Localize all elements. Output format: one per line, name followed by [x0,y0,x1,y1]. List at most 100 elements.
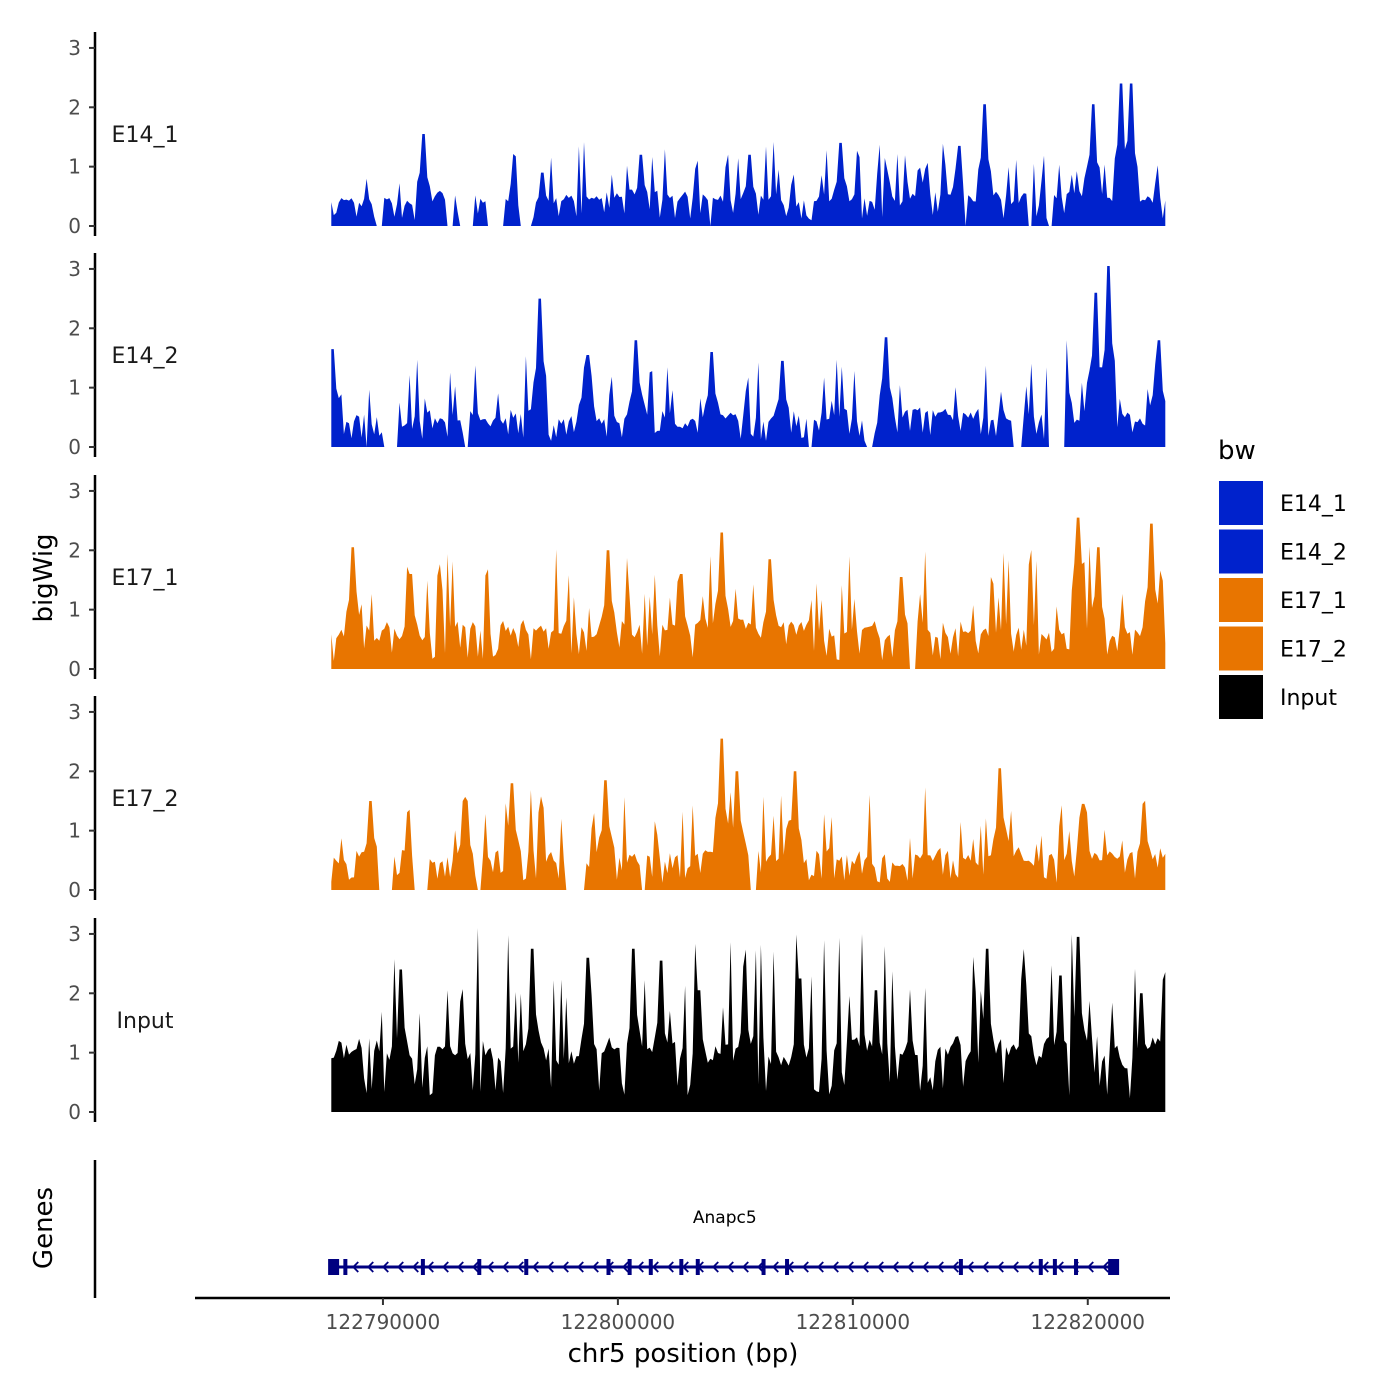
track-E17_1: 0 1 2 3 E17_1 [68,475,1166,681]
track-label: E17_1 [112,566,179,591]
x-tick-label: 122790000 [326,1310,441,1334]
x-axis-title: chr5 position (bp) [568,1339,799,1369]
strand-arrow [996,1261,1004,1273]
y-tick-label: 3 [68,700,81,724]
y-tick-label: 2 [68,316,81,340]
legend: bw E14_1 E14_2 E17_1 E17_2 Input [1218,436,1347,719]
strand-arrow [936,1261,944,1273]
x-axis: 122790000 122800000 122810000 122820000 [195,1296,1170,1334]
y-tick-label: 2 [68,95,81,119]
legend-swatch-Input [1219,675,1263,719]
strand-arrow [471,1261,479,1273]
y-tick-label: 3 [68,257,81,281]
exon [606,1259,611,1275]
strand-arrow [366,1261,374,1273]
y-tick-label: 0 [68,657,81,681]
strand-arrow [771,1261,779,1273]
y-tick-label: 1 [68,1041,81,1065]
gene-name-label: Anapc5 [693,1208,757,1228]
exon [695,1259,700,1275]
y-tick-label: 1 [68,376,81,400]
y-tick-label: 3 [68,922,81,946]
exon [785,1259,790,1275]
legend-label-Input: Input [1280,686,1337,711]
strand-arrow [741,1261,749,1273]
y-tick-label: 1 [68,819,81,843]
legend-label-E14_1: E14_1 [1280,492,1347,517]
signal-area-Input [331,928,1166,1112]
strand-arrow [876,1261,884,1273]
legend-title: bw [1218,436,1256,466]
exon [1052,1259,1057,1275]
strand-arrow [831,1261,839,1273]
y-tick-label: 0 [68,1100,81,1124]
exon [679,1259,684,1275]
strand-arrow [501,1261,509,1273]
strand-arrow [846,1261,854,1273]
exon [524,1259,529,1275]
legend-swatch-E17_1 [1219,578,1263,622]
legend-label-E17_1: E17_1 [1280,589,1347,614]
y-tick-label: 1 [68,155,81,179]
strand-arrow [396,1261,404,1273]
strand-arrow [711,1261,719,1273]
track-label: Input [117,1009,174,1034]
gene-track: Anapc5 [93,1160,1120,1298]
strand-arrow [486,1261,494,1273]
strand-arrow [1101,1261,1109,1273]
strand-arrow [981,1261,989,1273]
track-label: E14_1 [112,123,179,148]
gene-Anapc5: Anapc5 [328,1208,1120,1275]
exon [761,1259,766,1275]
strand-arrow [1026,1261,1034,1273]
strand-arrow [456,1261,464,1273]
strand-arrow [891,1261,899,1273]
y-tick-label: 2 [68,538,81,562]
exon [1038,1259,1043,1275]
strand-arrow [921,1261,929,1273]
strand-arrow [1056,1261,1064,1273]
exon [328,1259,340,1275]
strand-arrow [411,1261,419,1273]
strand-arrow [426,1261,434,1273]
strand-arrow [591,1261,599,1273]
y-tick-label: 3 [68,36,81,60]
exon [627,1259,632,1275]
strand-arrow [561,1261,569,1273]
strand-arrow [651,1261,659,1273]
track-E17_2: 0 1 2 3 E17_2 [68,696,1166,902]
legend-label-E17_2: E17_2 [1280,638,1347,663]
strand-arrow [546,1261,554,1273]
strand-arrow [351,1261,359,1273]
signal-area-E17_2 [331,738,1166,890]
x-tick-label: 122810000 [796,1310,911,1334]
y-tick-label: 2 [68,981,81,1005]
strand-arrow [726,1261,734,1273]
strand-arrow [1011,1261,1019,1273]
strand-arrow [636,1261,644,1273]
strand-arrow [906,1261,914,1273]
strand-arrow [816,1261,824,1273]
exon [1108,1259,1120,1275]
strand-arrow [531,1261,539,1273]
exon [958,1259,963,1275]
track-E14_1: 0 1 2 3 E14_1 [68,32,1166,238]
signal-area-E14_1 [331,83,1166,226]
exon [1074,1259,1079,1275]
track-label: E14_2 [112,344,179,369]
track-label: E17_2 [112,787,179,812]
legend-swatch-E17_2 [1219,626,1263,671]
exon [477,1259,482,1275]
signal-area-E17_1 [331,517,1166,669]
y-axis-title: bigWig [29,533,59,622]
strand-arrow [1086,1261,1094,1273]
legend-swatch-E14_2 [1219,529,1263,574]
exon [420,1259,425,1275]
genes-axis-title: Genes [29,1187,59,1269]
exon [343,1259,348,1275]
strand-arrow [381,1261,389,1273]
strand-arrow [666,1261,674,1273]
strand-arrow [441,1261,449,1273]
strand-arrow [576,1261,584,1273]
